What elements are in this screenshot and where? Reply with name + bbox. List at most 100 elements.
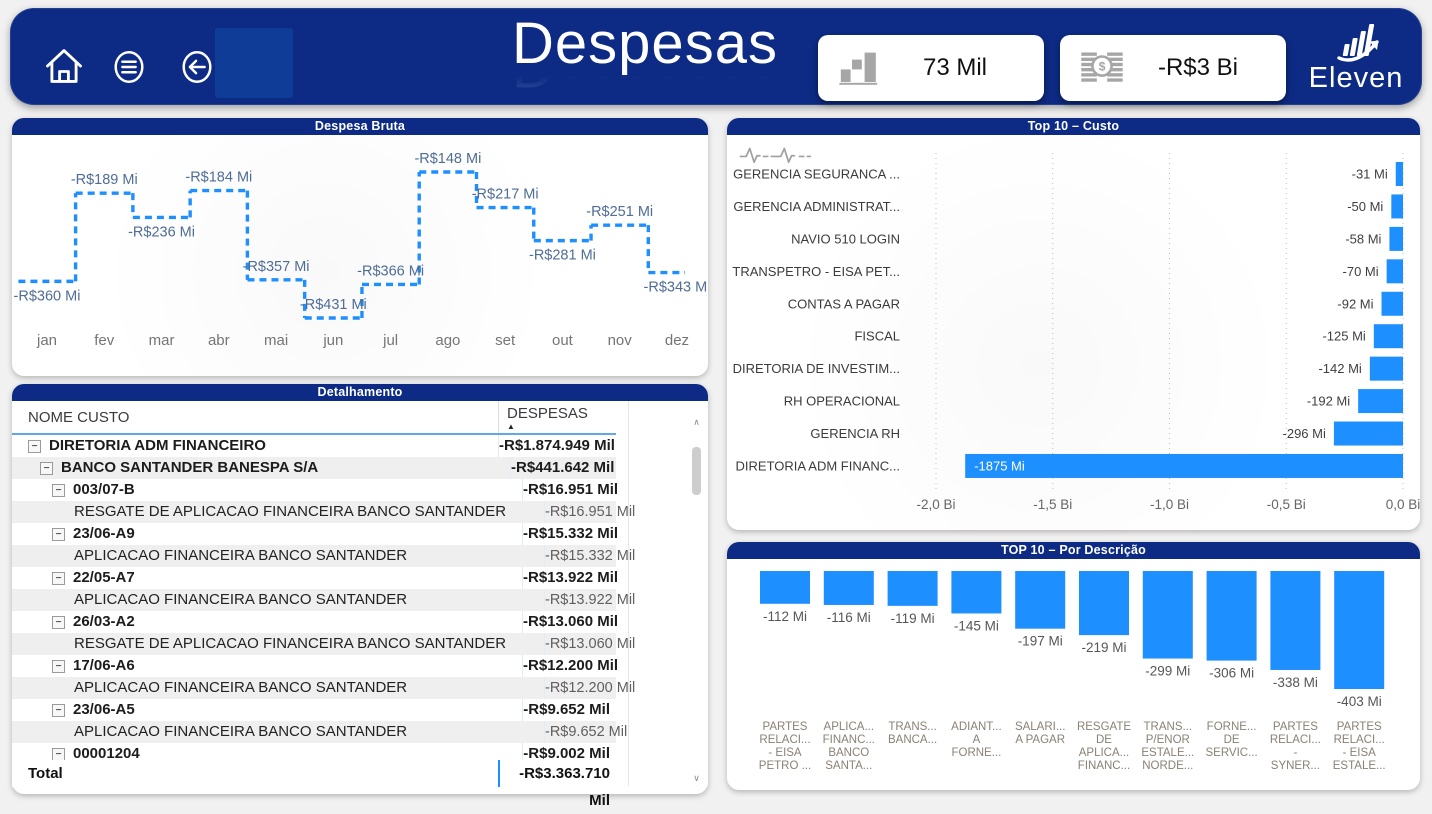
table-row[interactable]: −003/07-B -R$16.951 Mil: [12, 479, 618, 501]
row-name-cell: APLICACAO FINANCEIRA BANCO SANTANDER: [12, 545, 545, 567]
bar[interactable]: [1015, 571, 1066, 629]
bar[interactable]: [1386, 259, 1403, 284]
column-header-despesas[interactable]: DESPESAS ▲: [499, 405, 616, 431]
bar[interactable]: [887, 571, 938, 606]
row-value-cell: -R$16.951 Mil: [523, 481, 619, 498]
category-label[interactable]: SALARI... A PAGAR: [1015, 721, 1065, 746]
category-label[interactable]: APLICA... FINANC... BANCO SANTA...: [823, 721, 875, 772]
category-label[interactable]: FORNE... DE SERVIC...: [1205, 721, 1257, 759]
bar[interactable]: [1358, 389, 1403, 414]
category-label[interactable]: RESGATE DE APLICA... FINANC...: [1077, 721, 1131, 772]
category-label[interactable]: PARTES RELACI... - EISA PETRO ...: [759, 721, 811, 772]
data-label: -R$281 Mi: [529, 248, 596, 264]
menu-icon[interactable]: [110, 48, 148, 86]
table-row[interactable]: − DIRETORIA ADM FINANCEIRO -R$1.874.949 Mi…: [12, 435, 616, 457]
collapse-icon[interactable]: −: [52, 659, 65, 673]
table-scrollbar[interactable]: ∧ ∨: [690, 417, 703, 784]
bar[interactable]: [965, 453, 1403, 478]
table-row[interactable]: −26/03-A2 -R$13.060 Mil: [12, 611, 618, 633]
bar[interactable]: [760, 571, 810, 604]
row-value-cell: -R$12.200 Mil: [523, 657, 619, 674]
data-label: -R$217 Mi: [472, 187, 539, 203]
bar[interactable]: [1142, 571, 1193, 659]
row-name-cell: −23/06-A9: [12, 523, 523, 545]
data-label: -R$189 Mi: [71, 172, 138, 188]
category-label[interactable]: TRANSPETRO - EISA PET...: [732, 264, 900, 279]
back-icon[interactable]: [178, 48, 216, 86]
category-label[interactable]: GERENCIA SEGURANCA ...: [733, 167, 900, 182]
category-label[interactable]: ADIANT... A FORNE...: [951, 721, 1001, 759]
bar[interactable]: [1079, 571, 1129, 636]
collapse-icon[interactable]: −: [52, 703, 65, 717]
table-row[interactable]: APLICACAO FINANCEIRA BANCO SANTANDER -R$1…: [12, 545, 635, 567]
table-row[interactable]: −23/06-A9 -R$15.332 Mil: [12, 523, 618, 545]
category-label[interactable]: DIRETORIA DE INVESTIM...: [733, 361, 900, 376]
value-label: -58 Mi: [1345, 231, 1381, 246]
kpi-card-count[interactable]: 73 Mil: [818, 35, 1044, 101]
table-row[interactable]: −23/06-A5 -R$9.652 Mil: [12, 699, 616, 721]
bar[interactable]: [1389, 226, 1403, 251]
row-name-cell: −17/06-A6: [12, 655, 523, 677]
total-label: Total: [12, 760, 500, 787]
table-row[interactable]: −17/06-A6 -R$12.200 Mil: [12, 655, 618, 677]
table-row[interactable]: APLICACAO FINANCEIRA BANCO SANTANDER -R$1…: [12, 589, 635, 611]
row-value-cell: -R$1.874.949 Mil: [499, 437, 615, 454]
category-label[interactable]: PARTES RELACI... - EISA ESTALE...: [1333, 721, 1386, 772]
bar[interactable]: [951, 571, 1002, 614]
bar[interactable]: [1373, 324, 1403, 349]
category-label[interactable]: CONTAS A PAGAR: [788, 296, 900, 311]
value-label: -296 Mi: [1283, 426, 1326, 441]
row-name-text: 17/06-A6: [73, 657, 135, 674]
data-label: -R$148 Mi: [414, 151, 481, 167]
row-name-text: 23/06-A5: [73, 701, 135, 718]
category-label[interactable]: TRANS... BANCA...: [888, 721, 937, 746]
table-row[interactable]: −00001204 -R$9.002 Mil: [12, 743, 616, 762]
table-row[interactable]: RESGATE DE APLICACAO FINANCEIRA BANCO SA…: [12, 633, 635, 655]
table-body: − DIRETORIA ADM FINANCEIRO -R$1.874.949 Mi…: [12, 435, 708, 762]
data-label: -R$431 Mi: [300, 297, 367, 313]
collapse-icon[interactable]: −: [40, 461, 53, 475]
collapse-icon[interactable]: −: [28, 439, 41, 453]
top10-custo-bar-chart[interactable]: -2,0 Bi -1,5 Bi -1,0 Bi -0,5 Bi 0,0 Bi GERENC…: [727, 135, 1420, 530]
category-label[interactable]: RH OPERACIONAL: [784, 394, 900, 409]
scroll-down-icon[interactable]: ∨: [693, 773, 700, 783]
category-label[interactable]: NAVIO 510 LOGIN: [791, 231, 900, 246]
bar[interactable]: [1206, 571, 1257, 661]
bar[interactable]: [1381, 291, 1403, 316]
category-label[interactable]: GERENCIA ADMINISTRAT...: [733, 199, 900, 214]
collapse-icon[interactable]: −: [52, 615, 65, 629]
bar[interactable]: [1334, 571, 1385, 689]
bar[interactable]: [1391, 194, 1403, 219]
scrollbar-thumb[interactable]: [692, 447, 701, 495]
category-label[interactable]: DIRETORIA ADM FINANC...: [736, 458, 900, 473]
bar[interactable]: [1270, 571, 1321, 670]
despesa-bruta-step-chart[interactable]: -R$360 Mi jan -R$189 Mi fev -R$236 Mi mar -R$1…: [12, 135, 708, 376]
collapse-icon[interactable]: −: [52, 483, 65, 497]
bar[interactable]: [1369, 356, 1403, 381]
table-row[interactable]: − BANCO SANTANDER BANESPA S/A -R$441.642 M…: [12, 457, 616, 479]
collapse-icon[interactable]: −: [52, 527, 65, 541]
table-row[interactable]: −22/05-A7 -R$13.922 Mil: [12, 567, 618, 589]
table-row[interactable]: APLICACAO FINANCEIRA BANCO SANTANDER -R$1…: [12, 677, 635, 699]
category-label[interactable]: TRANS... P/ENOR ESTALE... NORDE...: [1141, 721, 1194, 772]
x-axis-label: jun: [322, 332, 343, 349]
scroll-up-icon[interactable]: ∧: [693, 417, 700, 427]
sort-ascending-icon[interactable]: ▲: [507, 422, 515, 431]
top10-descricao-bar-chart[interactable]: -112 Mi PARTES RELACI... - EISA PETRO ... -11…: [727, 559, 1420, 790]
bar[interactable]: [1333, 421, 1403, 446]
bar[interactable]: [1395, 162, 1403, 186]
column-header-nome-custo[interactable]: NOME CUSTO: [12, 401, 499, 433]
table-row[interactable]: RESGATE DE APLICACAO FINANCEIRA BANCO SA…: [12, 501, 635, 523]
table-row[interactable]: APLICACAO FINANCEIRA BANCO SANTANDER -R$9…: [12, 721, 627, 743]
row-name-cell: −003/07-B: [12, 479, 523, 501]
category-label[interactable]: PARTES RELACI... -SYNER...: [1270, 721, 1321, 772]
category-label[interactable]: GERENCIA RH: [810, 426, 900, 441]
bar[interactable]: [823, 571, 874, 605]
home-icon[interactable]: [42, 44, 86, 88]
kpi-card-total[interactable]: $ -R$3 Bi: [1060, 35, 1286, 101]
x-axis-label: mai: [264, 332, 288, 349]
category-label[interactable]: FISCAL: [854, 329, 900, 344]
collapse-icon[interactable]: −: [52, 747, 65, 761]
row-name-cell: −22/05-A7: [12, 567, 523, 589]
collapse-icon[interactable]: −: [52, 571, 65, 585]
